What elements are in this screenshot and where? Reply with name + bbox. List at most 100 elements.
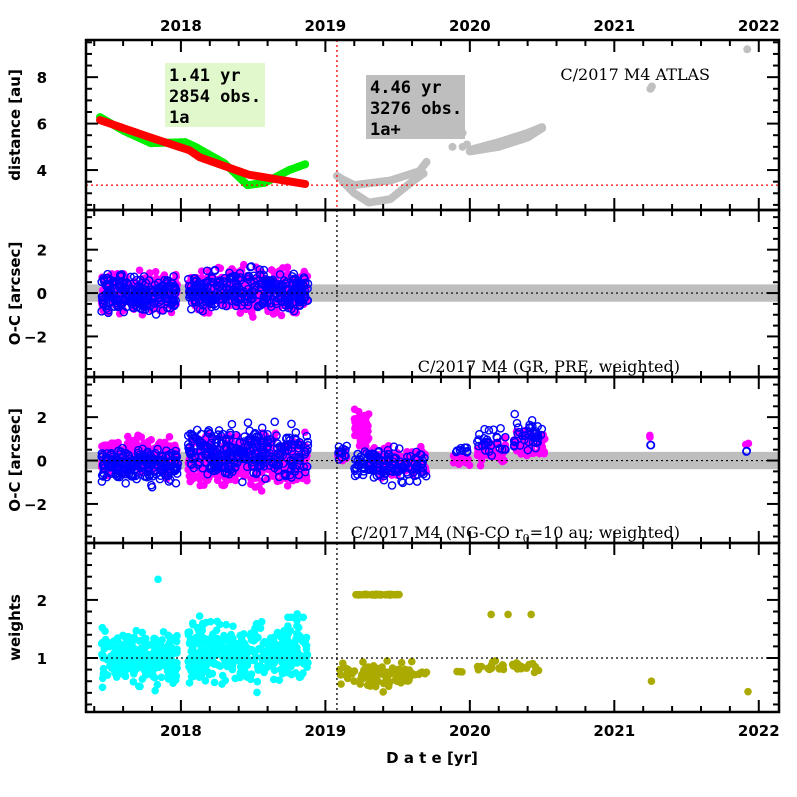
data-point [243,275,253,284]
data-point [385,590,393,599]
data-point [249,468,258,478]
data-point [533,438,542,447]
data-point [151,660,160,668]
data-point [243,418,253,427]
data-point [528,659,537,668]
y-tick-label: 2 [37,409,47,427]
data-point [419,169,428,178]
data-point [509,436,519,446]
data-point [395,669,404,678]
data-point [258,430,268,439]
data-point [246,262,255,272]
data-point [397,658,406,667]
data-point [295,297,304,307]
data-point [513,665,522,673]
data-point [188,665,196,674]
data-point [215,276,225,286]
data-point [256,662,264,670]
data-point [203,427,213,437]
data-point [371,677,380,686]
data-point [236,669,245,677]
data-point [240,298,249,307]
x-tick-label-top: 2020 [449,17,491,35]
data-point [743,45,752,54]
data-point [143,651,151,660]
data-point [418,458,427,468]
data-point [186,477,195,486]
data-point [134,287,144,296]
data-point [334,442,344,452]
data-point [270,666,279,675]
data-point [162,661,170,669]
data-point [122,638,131,646]
data-point [231,674,240,683]
data-point [129,637,137,645]
data-point [114,647,122,656]
data-point [186,287,196,296]
data-point [379,461,389,470]
data-point [299,613,308,622]
data-point [294,440,304,450]
data-point [101,290,110,299]
data-point [301,160,310,169]
data-point [207,274,217,283]
series-distance-loop [338,169,428,207]
data-point [111,295,121,304]
data-point [208,645,217,654]
data-point [496,423,505,433]
data-point [496,455,505,464]
data-point [337,680,345,688]
data-point [531,429,541,439]
data-point [213,278,222,287]
data-point [279,264,287,272]
data-point [271,297,281,306]
data-point [128,286,138,296]
data-point [261,474,270,483]
data-point [513,423,523,432]
data-point [131,300,140,310]
data-point [350,466,360,476]
y-tick-label: 8 [37,69,47,87]
data-point [206,454,215,464]
data-point [489,425,498,434]
data-point [203,444,212,453]
data-point [492,438,502,448]
data-point [218,671,227,680]
data-point [122,291,132,301]
data-point [280,442,290,452]
data-point [540,447,549,456]
data-point [115,270,125,280]
data-point [383,455,393,465]
data-point [465,461,474,470]
data-point [278,669,287,678]
data-point [484,426,494,435]
data-point [239,654,247,662]
data-point [156,290,166,300]
data-point [252,436,262,445]
data-point [138,637,147,645]
data-point [167,648,176,657]
data-point [171,478,181,488]
data-point [287,648,296,656]
data-point [210,295,219,305]
data-point [405,476,414,486]
data-point [275,270,285,279]
data-point [162,279,172,288]
data-point [271,460,281,470]
data-point [293,610,301,618]
data-point [251,653,260,661]
data-point [484,447,494,456]
data-point [512,418,522,428]
data-point [508,660,517,669]
data-point [210,678,219,687]
data-point [289,297,298,307]
data-point [141,296,151,306]
data-point [207,302,216,312]
data-point [98,460,108,469]
data-point [260,638,269,646]
data-point [195,279,205,289]
data-point [263,280,273,289]
data-point [147,480,156,490]
y-tick-label: 2 [37,592,47,610]
